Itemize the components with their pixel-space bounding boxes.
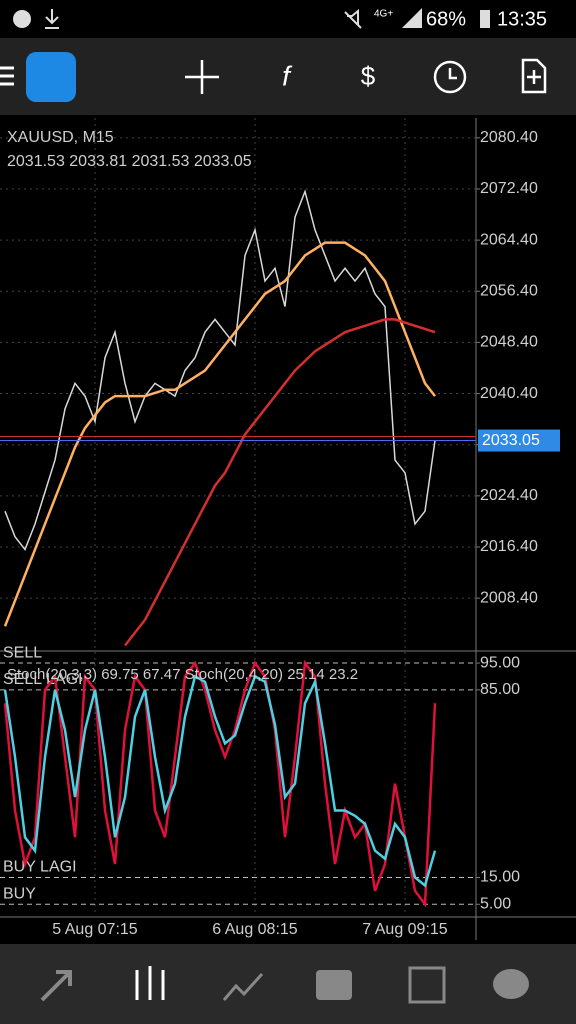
last-price-box (478, 429, 560, 452)
series-line (4, 189, 436, 552)
series-line (3, 674, 437, 888)
timeframe-button[interactable] (433, 60, 467, 94)
y-tick-label: 2064.40 (480, 231, 538, 248)
y-tick-label: 2040.40 (480, 385, 538, 402)
mute-icon (344, 8, 362, 29)
battery-text: 68% (426, 8, 466, 30)
last-price-label: 2033.05 (482, 432, 540, 449)
quotes-tab[interactable] (40, 970, 72, 1002)
chart-title: XAUUSD, M15 (7, 129, 114, 146)
network-type: 4G+ (374, 9, 393, 20)
symbols-button[interactable]: $ (361, 61, 376, 91)
x-tick-label: 7 Aug 09:15 (362, 921, 448, 938)
history-tab[interactable] (316, 970, 352, 1000)
level-label: SELL LAGI (3, 671, 82, 688)
y-tick-label: 15.00 (480, 869, 520, 886)
bottom-nav (0, 944, 576, 1024)
x-tick-label: 5 Aug 07:15 (52, 921, 138, 938)
series-line (3, 659, 437, 908)
series-line (3, 241, 436, 627)
y-tick-label: 2072.40 (480, 180, 538, 197)
y-tick-label: 2008.40 (480, 589, 538, 606)
y-tick-label: 2056.40 (480, 282, 538, 299)
indicators-button[interactable]: f (282, 60, 293, 91)
crosshair-button[interactable] (185, 60, 219, 94)
trade-tab[interactable] (222, 972, 264, 1001)
x-tick-label: 6 Aug 08:15 (212, 921, 298, 938)
battery-icon (480, 10, 490, 28)
y-tick-label: 2024.40 (480, 487, 538, 504)
signal-icon (402, 8, 422, 28)
series-line (124, 318, 436, 647)
level-label: SELL (3, 644, 42, 661)
chat-tab[interactable] (493, 969, 529, 999)
level-label: BUY (3, 885, 36, 902)
y-tick-label: 2048.40 (480, 334, 538, 351)
chart-subtitle: 2031.53 2033.81 2031.53 2033.05 (7, 153, 252, 170)
clock: 13:35 (497, 8, 547, 30)
facebook-icon (13, 10, 31, 28)
chart-tab[interactable] (135, 966, 165, 1000)
news-tab[interactable] (408, 966, 446, 1004)
clock-hands (448, 68, 457, 80)
y-tick-label: 5.00 (480, 895, 511, 912)
app-logo[interactable] (26, 52, 76, 102)
chart-title: Stoch(20,3,3) 69.75 67.47 Stoch(20,4,20)… (7, 666, 358, 683)
chart-area: 2080.40 2072.40 2064.40 2056.40 2048.40 2040.… (0, 118, 576, 940)
y-tick-label: 95.00 (480, 654, 520, 671)
y-tick-label: 2016.40 (480, 538, 538, 555)
download-icon (45, 9, 59, 29)
y-tick-label: 85.00 (480, 681, 520, 698)
toolbar (0, 38, 576, 115)
new-order-button[interactable] (521, 58, 547, 94)
menu-button[interactable] (0, 66, 14, 86)
y-tick-label: 2080.40 (480, 129, 538, 146)
level-label: BUY LAGI (3, 859, 77, 876)
